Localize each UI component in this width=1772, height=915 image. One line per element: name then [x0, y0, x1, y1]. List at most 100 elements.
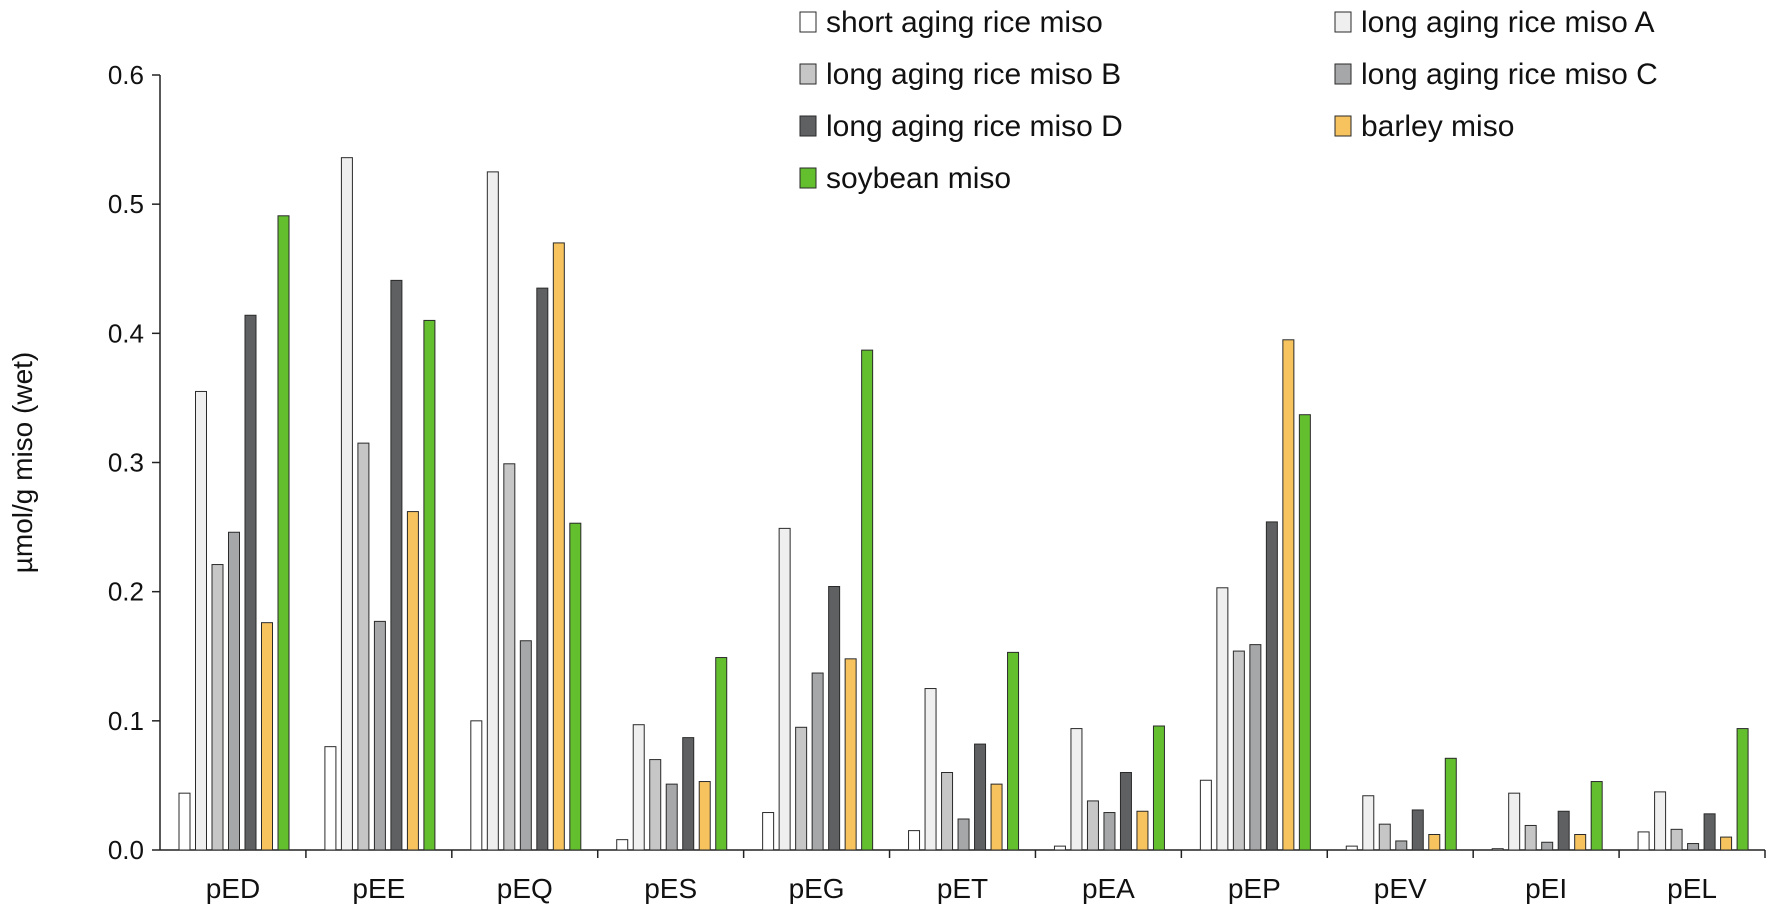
bar	[228, 531, 240, 851]
y-tick-label: 0.0	[108, 835, 144, 865]
bar	[1249, 644, 1262, 851]
bar	[1216, 587, 1229, 851]
bar	[616, 839, 629, 851]
bar	[1086, 800, 1099, 851]
bar	[340, 157, 353, 851]
x-category-label: pEG	[789, 873, 845, 904]
bar	[244, 314, 257, 851]
bar	[423, 319, 436, 851]
bar	[324, 746, 337, 851]
bar	[406, 511, 419, 851]
bar	[1345, 845, 1358, 851]
legend-label: soybean miso	[826, 162, 1011, 195]
legend-swatch	[799, 11, 817, 33]
bar	[569, 522, 582, 851]
x-category-label: pEI	[1525, 873, 1567, 904]
legend-label: barley miso	[1361, 110, 1514, 143]
bar	[1670, 828, 1683, 851]
x-category-label: pES	[644, 873, 697, 904]
bar	[778, 527, 791, 851]
bar	[1557, 810, 1570, 851]
bar	[698, 781, 711, 851]
bar	[1136, 810, 1149, 851]
legend-swatch	[1334, 11, 1352, 33]
legend-label: short aging rice miso	[826, 6, 1103, 39]
bar	[390, 279, 403, 851]
bar	[357, 442, 370, 851]
bar	[632, 724, 645, 851]
bar	[1199, 779, 1212, 851]
bar	[1654, 791, 1667, 851]
x-category-label: pEQ	[497, 873, 553, 904]
bar	[519, 640, 532, 851]
bar	[486, 171, 499, 851]
legend-swatch	[1334, 63, 1352, 85]
bar	[1574, 834, 1587, 851]
bar	[1103, 812, 1116, 851]
x-category-label: pET	[937, 873, 988, 904]
bar	[649, 759, 662, 851]
legend-swatch	[1334, 115, 1352, 137]
bar	[503, 463, 516, 851]
bar	[1119, 772, 1132, 851]
bar	[1491, 848, 1504, 851]
legend-label: long aging rice miso B	[826, 58, 1121, 91]
x-category-label: pEE	[352, 873, 405, 904]
legend-swatch	[799, 167, 817, 189]
bar	[195, 390, 207, 851]
bar	[1703, 813, 1716, 851]
bar	[1411, 809, 1424, 851]
bar	[844, 658, 857, 851]
bar	[1720, 836, 1733, 851]
x-category-label: pEA	[1082, 873, 1135, 904]
x-category-label: pED	[206, 873, 260, 904]
x-category-label: pEP	[1228, 873, 1281, 904]
bar	[470, 720, 483, 851]
bar	[957, 818, 970, 851]
bar	[1508, 792, 1521, 851]
bar	[536, 287, 549, 851]
bar	[1687, 843, 1700, 851]
legend-label: long aging rice miso C	[1361, 58, 1658, 91]
legend-label: long aging rice miso D	[826, 110, 1123, 143]
y-tick-label: 0.6	[108, 60, 144, 90]
bar	[861, 349, 874, 851]
y-axis-title: µmol/g miso (wet)	[7, 352, 38, 574]
bar	[1007, 651, 1020, 851]
y-tick-label: 0.3	[108, 448, 144, 478]
bar	[795, 726, 808, 851]
bar	[828, 586, 841, 851]
bar	[1070, 728, 1083, 851]
bar	[665, 783, 678, 851]
bar	[1590, 781, 1603, 851]
y-tick-label: 0.4	[108, 318, 144, 348]
bar	[1395, 840, 1408, 851]
legend-swatch	[799, 115, 817, 137]
y-tick-label: 0.5	[108, 189, 144, 219]
bar	[1428, 834, 1441, 851]
bar	[1265, 521, 1278, 851]
bar	[762, 812, 775, 851]
bar	[1152, 725, 1165, 851]
bar	[990, 783, 1003, 851]
bar	[1362, 795, 1375, 851]
bar	[1378, 823, 1391, 851]
legend-swatch	[799, 63, 817, 85]
bar	[1444, 757, 1457, 851]
bar	[178, 792, 191, 851]
bar	[1298, 414, 1311, 851]
bar	[373, 620, 386, 851]
bar	[811, 672, 824, 851]
bar	[682, 737, 695, 851]
bar	[211, 564, 224, 851]
x-category-label: pEL	[1667, 873, 1717, 904]
bar	[261, 622, 273, 851]
bar	[1232, 650, 1245, 851]
bar	[552, 242, 565, 851]
bar	[941, 772, 954, 851]
y-tick-label: 0.2	[108, 577, 144, 607]
bar	[1541, 841, 1554, 851]
legend-label: long aging rice miso A	[1361, 6, 1655, 39]
